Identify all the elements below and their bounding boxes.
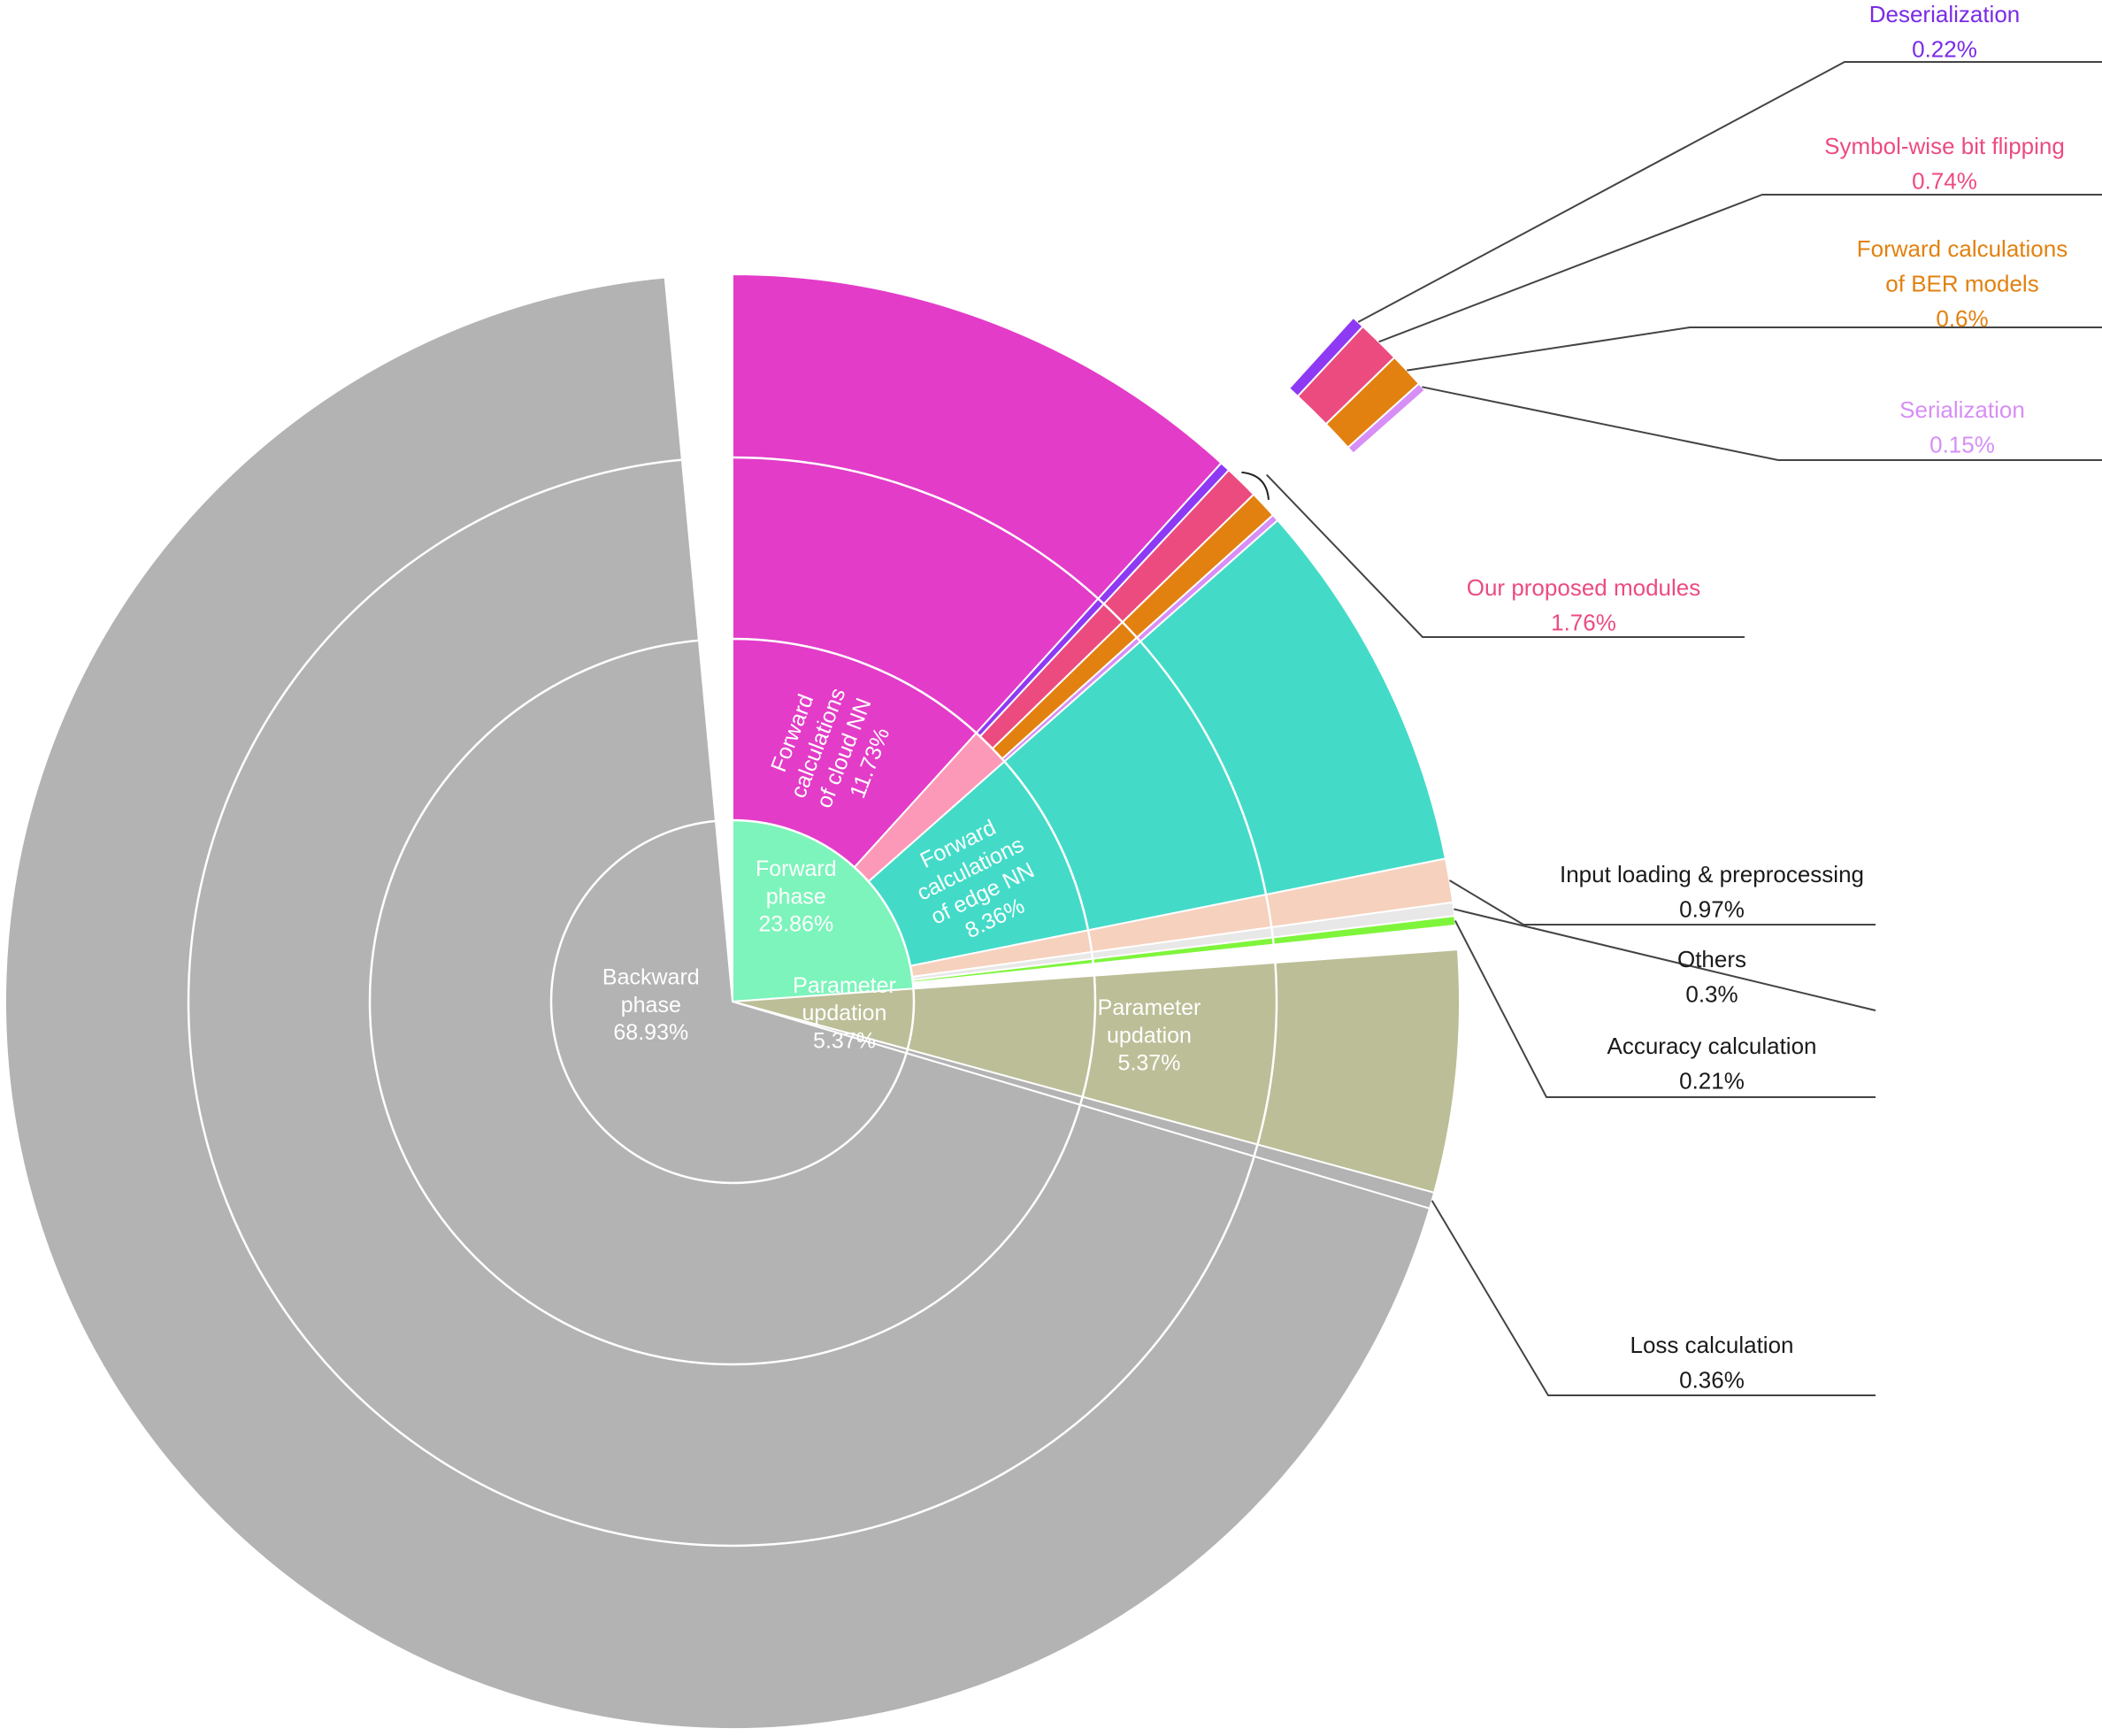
- bracket-our-proposed-modules: [1241, 471, 1270, 500]
- ring-border: [187, 456, 1278, 1548]
- leader-loss-calculation: [1431, 1200, 1876, 1396]
- exploded-bar-serialization: [1346, 382, 1427, 455]
- ring-borders: [187, 456, 1278, 1548]
- ring-border: [549, 818, 916, 1185]
- leader-forward-calculations-of-ber-models: [1407, 326, 2102, 372]
- callout-others: Others 0.3%: [1677, 946, 1746, 1008]
- callout-accuracy-calculation: Accuracy calculation 0.21%: [1607, 1033, 1817, 1095]
- callout-symbol-wise-bit-flipping: Symbol-wise bit flipping 0.74%: [1824, 133, 2065, 195]
- leader-lines: [1241, 61, 2102, 1396]
- leader-our-proposed-modules: [1266, 473, 1745, 638]
- callout-forward-calculations-of-ber-models: Forward calculations of BER models 0.6%: [1857, 235, 2067, 332]
- callout-loss-calculation: Loss calculation 0.36%: [1630, 1332, 1794, 1394]
- leader-serialization: [1422, 386, 2102, 461]
- callout-serialization: Serialization 0.15%: [1899, 396, 2025, 458]
- exploded-detail-bars: [1287, 316, 1427, 455]
- label-parameter-updation: Parameter updation 5.37%: [793, 973, 896, 1054]
- leader-deserialization: [1357, 61, 2102, 323]
- label-mid-parameter-updation: Parameter updation 5.37%: [1098, 995, 1201, 1076]
- callout-deserialization: Deserialization 0.22%: [1869, 1, 2021, 63]
- leader-accuracy-calculation: [1454, 920, 1876, 1098]
- callout-labels: Deserialization 0.22% Symbol-wise bit flip…: [1467, 1, 2067, 1394]
- leader-input-loading-and-preprocessing: [1448, 880, 1876, 926]
- callout-input-loading-and-preprocessing: Input loading & preprocessing 0.97%: [1560, 861, 1864, 923]
- label-backward-phase: Backward phase 68.93%: [602, 965, 700, 1046]
- leader-others: [1454, 908, 1876, 1011]
- wedge-layer: [4, 273, 1461, 1730]
- callout-our-proposed-modules: Our proposed modules 1.76%: [1467, 574, 1700, 636]
- label-forward-phase: Forward phase 23.86%: [756, 856, 837, 937]
- leader-symbol-wise-bit-flipping: [1378, 194, 2102, 343]
- ring-border: [368, 637, 1097, 1366]
